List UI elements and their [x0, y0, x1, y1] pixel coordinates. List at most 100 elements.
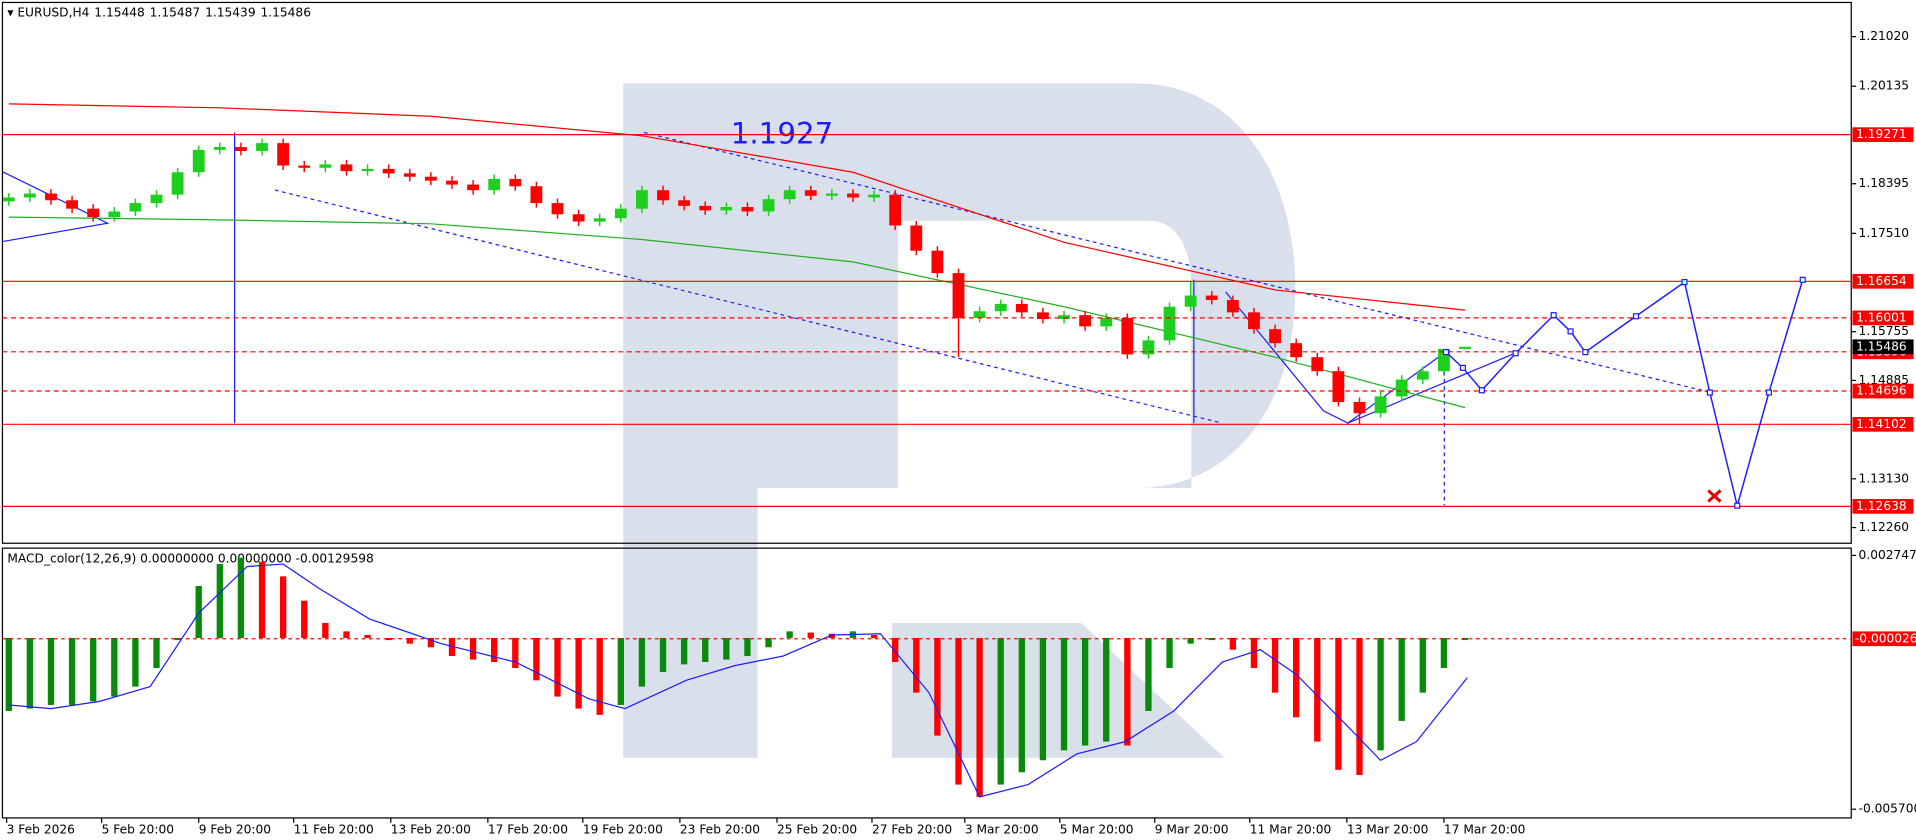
histogram-bar [279, 576, 287, 638]
candle-body [804, 190, 817, 196]
y-tick-label: 1.21020 [1859, 29, 1910, 43]
histogram-bar [237, 557, 245, 638]
forecast-point [1550, 312, 1557, 319]
histogram-bar [1335, 637, 1342, 770]
forecast-point [1478, 387, 1485, 394]
macd-title: MACD_color(12,26,9) 0.00000000 0.0000000… [7, 552, 373, 566]
candle-body [868, 194, 880, 198]
watermark-leg [892, 622, 1225, 758]
forecast-point [1567, 328, 1574, 335]
histogram-bar [1250, 637, 1258, 669]
histogram-bar [702, 637, 709, 663]
x-tick-label: 3 Mar 20:00 [965, 823, 1039, 837]
candle-body [87, 208, 100, 218]
candle-body [1079, 315, 1092, 327]
histogram-bar [1103, 637, 1110, 742]
candle-body [593, 218, 606, 222]
level-label: 1.12638 [1856, 499, 1907, 513]
histogram-bar [1377, 637, 1384, 751]
y-tick-label: 1.12260 [1859, 520, 1910, 534]
level-label: 1.16001 [1856, 310, 1907, 324]
forecast-point [1799, 276, 1806, 283]
candle-body [1163, 306, 1176, 341]
candle-body [551, 203, 564, 215]
histogram-bar [892, 637, 899, 663]
y-tick-label: -0.0057009 [1859, 802, 1916, 816]
histogram-bar [469, 637, 477, 660]
histogram-bar [491, 637, 498, 663]
histogram-bar [1018, 637, 1025, 773]
candle-body [1438, 348, 1450, 372]
histogram-bar [807, 632, 814, 638]
histogram-bar [385, 637, 392, 641]
main-panel [1, 1, 1852, 544]
candle-body [1205, 295, 1218, 301]
y-tick-label: 1.14885 [1859, 373, 1910, 387]
candle-body [1353, 402, 1366, 414]
level-label-box [1852, 127, 1914, 143]
forecast-point [1681, 279, 1688, 286]
candle-body [699, 205, 712, 211]
candle-body [1100, 317, 1113, 327]
candle-body [1037, 312, 1049, 320]
histogram-bar [1271, 637, 1279, 693]
histogram-bar [47, 637, 55, 705]
histogram-bar [744, 637, 751, 656]
candle-body [973, 311, 986, 318]
histogram-bar [997, 637, 1004, 785]
moving-average [8, 216, 1466, 409]
histogram-bar [216, 564, 223, 638]
y-tick-label: 1.17510 [1859, 226, 1910, 240]
ohlc-low: 1.15439 [205, 5, 256, 19]
y-tick-label: 1.20135 [1859, 79, 1910, 93]
histogram-bar [1293, 637, 1300, 718]
candle-body [952, 273, 965, 318]
candle-body [1142, 340, 1155, 355]
symbol: EURUSD,H4 [17, 5, 89, 19]
candle-body [1058, 315, 1070, 320]
histogram-bar [111, 637, 118, 697]
candle-body [1015, 303, 1028, 313]
triangle [2, 171, 110, 243]
x-tick-label: 11 Feb 20:00 [294, 823, 374, 837]
histogram-bar [301, 600, 308, 638]
candle-body [720, 206, 733, 211]
histogram-bar [1356, 637, 1363, 775]
candle-body [319, 164, 332, 168]
candle-body [1332, 371, 1345, 403]
candle-body [213, 147, 226, 150]
candle-body [361, 168, 374, 172]
histogram-bar [174, 637, 181, 641]
target-cross [1707, 489, 1722, 503]
histogram-bar [195, 585, 202, 638]
candle-body [1416, 371, 1429, 380]
x-tick-label: 13 Mar 20:00 [1347, 823, 1429, 837]
collapse-icon: ▾ [7, 5, 17, 19]
candle-body [657, 190, 669, 201]
candle-body [1459, 346, 1471, 349]
candle-body [446, 180, 458, 185]
histogram-bar [1060, 637, 1068, 751]
level-label: -0.000026 [1855, 631, 1916, 645]
histogram-bar [1419, 637, 1426, 693]
histogram-bar [427, 637, 435, 648]
histogram-bar [1039, 637, 1047, 761]
candle-body [45, 193, 57, 201]
x-tick-label: 19 Feb 20:00 [583, 823, 663, 837]
candle-body [277, 143, 290, 166]
y-tick-label: 1.18395 [1859, 176, 1910, 190]
forecast-point [1632, 313, 1640, 320]
histogram-bar [870, 634, 878, 638]
histogram-bar [554, 637, 561, 697]
x-tick-label: 17 Feb 20:00 [488, 823, 568, 837]
histogram-bar [1187, 637, 1194, 644]
y-tick-label: 1.13130 [1859, 471, 1910, 485]
candle-body [171, 172, 184, 195]
candle-body [66, 200, 78, 209]
level-label-box [1852, 273, 1914, 289]
candle-body [2, 197, 15, 202]
y-tick-label: 1.15755 [1859, 324, 1910, 338]
last-price-label: 1.15486 [1856, 339, 1907, 353]
candle-body [1395, 379, 1408, 397]
